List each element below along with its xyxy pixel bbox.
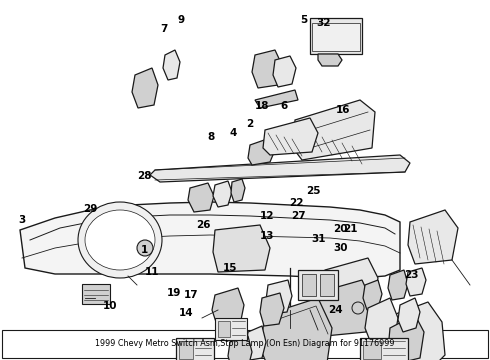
Polygon shape [132, 68, 158, 108]
Text: 11: 11 [145, 267, 159, 277]
Text: 32: 32 [316, 18, 331, 28]
Polygon shape [248, 138, 275, 165]
Bar [176, 338, 214, 360]
Text: 12: 12 [260, 211, 274, 221]
Polygon shape [213, 181, 232, 207]
Bar [218, 321, 230, 337]
Text: 3: 3 [19, 215, 25, 225]
Text: 24: 24 [328, 305, 343, 315]
Polygon shape [20, 202, 400, 278]
Polygon shape [260, 293, 284, 326]
Ellipse shape [85, 210, 155, 270]
Polygon shape [388, 270, 408, 300]
Polygon shape [365, 298, 398, 346]
Polygon shape [381, 302, 445, 360]
Bar [320, 274, 334, 296]
Text: 17: 17 [184, 290, 198, 300]
Text: 9: 9 [178, 15, 185, 25]
Text: 10: 10 [103, 301, 118, 311]
Text: 1999 Chevy Metro Switch Asm,Stop Lamp (On Esn) Diagram for 91176999: 1999 Chevy Metro Switch Asm,Stop Lamp (O… [95, 339, 395, 348]
Text: 23: 23 [404, 270, 419, 280]
Bar [215, 318, 247, 340]
Text: 27: 27 [292, 211, 306, 221]
Polygon shape [150, 155, 410, 182]
Bar [298, 270, 338, 300]
Polygon shape [252, 50, 282, 88]
Text: 4: 4 [229, 128, 237, 138]
Ellipse shape [78, 202, 162, 278]
Polygon shape [266, 280, 292, 314]
Polygon shape [231, 179, 245, 202]
Bar [363, 341, 381, 359]
Text: 26: 26 [196, 220, 211, 230]
Bar [360, 338, 408, 360]
Polygon shape [317, 280, 372, 336]
Polygon shape [388, 315, 424, 360]
Polygon shape [398, 298, 420, 332]
Bar [2, 330, 488, 358]
Text: 16: 16 [336, 105, 350, 115]
Polygon shape [263, 118, 318, 155]
Text: 19: 19 [167, 288, 181, 298]
Ellipse shape [352, 302, 364, 314]
Ellipse shape [137, 240, 153, 256]
Polygon shape [260, 298, 332, 360]
Polygon shape [228, 336, 252, 360]
Text: 29: 29 [83, 204, 98, 214]
Polygon shape [163, 50, 180, 80]
Text: 31: 31 [311, 234, 326, 244]
Polygon shape [273, 56, 296, 87]
Bar [312, 23, 360, 51]
Polygon shape [408, 210, 458, 264]
Text: 6: 6 [281, 101, 288, 111]
Bar [310, 18, 362, 54]
Bar [82, 284, 110, 304]
Text: 28: 28 [137, 171, 152, 181]
Bar [179, 341, 193, 359]
Text: 30: 30 [333, 243, 348, 253]
Text: 14: 14 [179, 308, 194, 318]
Polygon shape [188, 183, 214, 212]
Polygon shape [363, 280, 382, 310]
Text: 1: 1 [141, 245, 148, 255]
Polygon shape [246, 326, 266, 360]
Text: 8: 8 [207, 132, 214, 142]
Text: 20: 20 [333, 224, 348, 234]
Text: 25: 25 [306, 186, 321, 196]
Polygon shape [212, 288, 244, 328]
Polygon shape [255, 90, 298, 108]
Polygon shape [318, 54, 342, 66]
Text: 7: 7 [160, 24, 168, 34]
Bar [302, 274, 316, 296]
Text: 5: 5 [300, 15, 307, 25]
Polygon shape [213, 225, 270, 272]
Text: 21: 21 [343, 224, 358, 234]
Text: 15: 15 [223, 263, 238, 273]
Polygon shape [322, 258, 378, 312]
Text: 2: 2 [246, 119, 253, 129]
Polygon shape [406, 268, 426, 296]
Text: 18: 18 [255, 101, 270, 111]
Text: 13: 13 [260, 231, 274, 241]
Polygon shape [293, 100, 375, 160]
Text: 22: 22 [289, 198, 304, 208]
